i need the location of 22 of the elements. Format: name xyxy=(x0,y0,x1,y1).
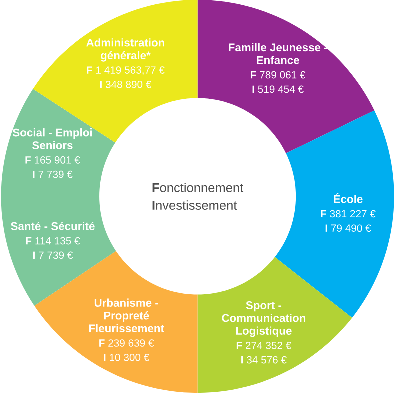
text: Fonctionnement xyxy=(152,183,244,192)
text: I 348 890 € xyxy=(100,80,152,88)
slice-label: Administration générale* xyxy=(86,38,164,62)
text: I 10 300 € xyxy=(104,354,150,362)
text: F 274 352 € xyxy=(236,342,292,350)
text: F 381 227 € xyxy=(321,210,376,218)
text: F 165 901 € xyxy=(26,156,80,164)
text: F 114 135 € xyxy=(26,237,80,245)
text: I 519 454 € xyxy=(252,86,304,94)
text: I 7 739 € xyxy=(34,252,74,260)
slice-label: Urbanisme - Propreté Fleurissement xyxy=(89,298,164,333)
text: I 34 576 € xyxy=(242,356,287,364)
text: F 789 061 € xyxy=(251,71,306,79)
text: F 239 639 € xyxy=(100,340,154,347)
slice-label: Social - Emploi Seniors xyxy=(12,128,92,150)
text: F 1 419 563,77 € xyxy=(87,66,165,76)
slice-label: Sport - Communication Logistique xyxy=(222,301,306,338)
slice-label: École xyxy=(334,193,363,204)
text: I 7 739 € xyxy=(33,170,73,178)
slice-label: Santé - Sécurité xyxy=(11,222,95,230)
text: I 79 490 € xyxy=(326,224,372,232)
text: Investissement xyxy=(152,200,238,210)
